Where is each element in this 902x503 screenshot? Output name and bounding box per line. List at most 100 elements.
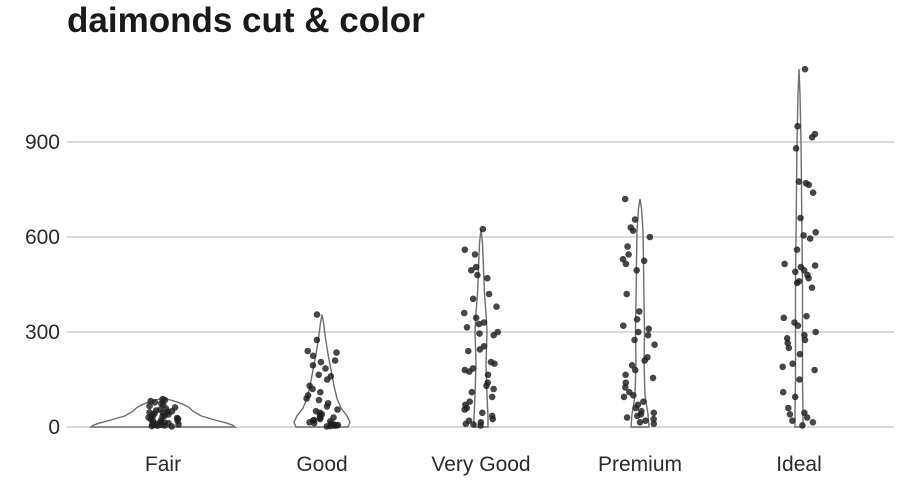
y-tick-label: 600 (25, 226, 60, 249)
x-tick-label: Good (296, 453, 347, 476)
data-point (633, 267, 640, 274)
data-point (812, 229, 819, 236)
data-point (650, 409, 658, 417)
data-point (779, 388, 787, 396)
data-point (620, 393, 628, 401)
x-tick-label: Fair (145, 453, 181, 476)
data-point (622, 260, 630, 268)
data-point (620, 322, 627, 330)
chart-title: daimonds cut & color (67, 1, 425, 40)
data-point (309, 362, 317, 369)
data-point (317, 388, 324, 396)
data-point (485, 290, 493, 298)
data-point (811, 366, 818, 374)
data-point (622, 371, 629, 379)
x-tick-label: Very Good (431, 453, 530, 476)
grid-lines (67, 141, 894, 428)
data-point (161, 422, 168, 429)
data-point (800, 267, 808, 274)
data-point (309, 385, 316, 393)
data-point (651, 341, 658, 349)
data-point (491, 360, 498, 368)
violins (89, 69, 804, 428)
data-point (809, 419, 817, 426)
data-point (650, 420, 658, 428)
data-point (309, 352, 317, 360)
data-point (483, 382, 490, 390)
data-point (493, 303, 500, 311)
data-point (316, 415, 324, 423)
data-point (792, 268, 799, 276)
x-axis-tick-labels: Fair Good Very Good Premium Ideal (145, 453, 822, 476)
data-point (148, 422, 156, 430)
data-point (484, 274, 491, 282)
data-point (636, 419, 644, 426)
data-point (809, 189, 817, 196)
data-point (806, 235, 814, 242)
data-point (795, 178, 803, 185)
data-point (479, 409, 486, 417)
data-point (641, 357, 648, 364)
data-point (488, 393, 496, 401)
data-point (462, 420, 470, 428)
y-tick-label: 0 (48, 416, 60, 439)
data-point (476, 330, 483, 337)
data-point (468, 388, 476, 396)
data-point (793, 246, 801, 253)
x-tick-label: Ideal (776, 453, 822, 476)
data-point (489, 415, 497, 423)
data-point (789, 417, 796, 425)
y-tick-label: 900 (25, 131, 60, 154)
data-point (631, 336, 638, 344)
data-point (629, 227, 637, 234)
data-point (460, 309, 468, 317)
data-point (793, 279, 801, 287)
data-point (642, 417, 649, 425)
data-point (334, 406, 341, 413)
data-point (796, 376, 803, 383)
data-point (635, 328, 642, 336)
data-point (622, 384, 629, 391)
data-point (303, 395, 310, 402)
data-point (805, 274, 812, 282)
data-point (461, 246, 469, 253)
data-point (799, 422, 806, 429)
data-point (323, 423, 331, 430)
data-point (490, 385, 497, 393)
data-point (490, 331, 498, 339)
data-point (803, 414, 811, 421)
data-point (313, 311, 321, 318)
data-point (623, 414, 631, 421)
data-point (803, 312, 810, 320)
data-point (310, 419, 318, 427)
data-point (168, 423, 175, 430)
violin-ideal (794, 69, 804, 428)
data-point (781, 260, 788, 268)
data-point (465, 347, 472, 355)
data-point (175, 421, 182, 428)
data-point (315, 371, 323, 379)
data-point (472, 263, 480, 271)
data-point (304, 347, 312, 355)
data-point (789, 360, 796, 368)
data-point (650, 415, 657, 423)
data-point (469, 295, 477, 303)
data-point (801, 65, 809, 73)
data-point (317, 358, 325, 366)
data-point (628, 362, 636, 369)
data-point (466, 368, 473, 375)
data-point (791, 393, 799, 401)
data-point (645, 325, 652, 333)
violin-good (293, 314, 351, 428)
data-point (780, 314, 788, 322)
data-point (151, 399, 159, 406)
data-point (786, 411, 794, 418)
data-point (470, 421, 477, 428)
data-point (479, 225, 487, 233)
data-point (313, 336, 321, 344)
data-point (808, 284, 816, 292)
data-point (811, 262, 819, 269)
data-point (625, 251, 632, 258)
data-point (631, 366, 639, 374)
data-point (649, 374, 657, 382)
